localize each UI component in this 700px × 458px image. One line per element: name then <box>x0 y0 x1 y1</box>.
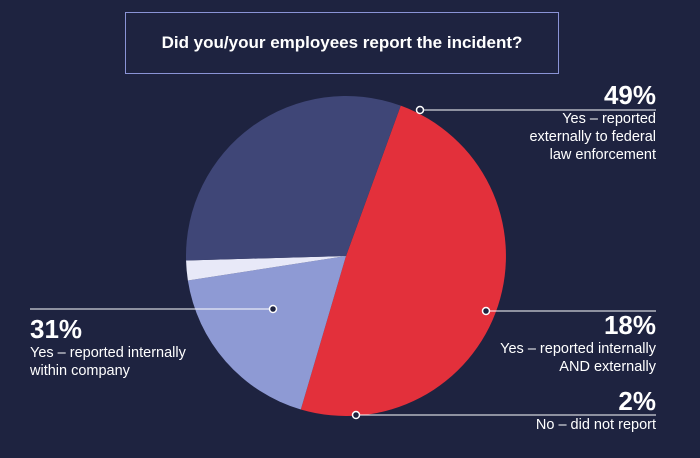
leader-dot-49 <box>415 105 425 115</box>
slice-desc-line: externally to federal <box>529 129 656 145</box>
label-internal: 31% Yes – reported internally within com… <box>30 314 186 380</box>
slice-desc-line: No – did not report <box>535 417 656 433</box>
slice-desc-line: Yes – reported internally <box>30 345 186 361</box>
slice-value-31: 31% <box>30 314 83 344</box>
leader-dot-2 <box>351 410 361 420</box>
pie-slice-31pct <box>185 96 401 261</box>
slice-desc-line: Yes – reported internally <box>500 341 656 357</box>
pie-slice-2pct <box>186 256 346 281</box>
slice-value-49: 49% <box>603 80 656 110</box>
chart-title-box: Did you/your employees report the incide… <box>125 12 559 74</box>
label-both: 18% Yes – reported internally AND extern… <box>500 310 656 376</box>
chart-title: Did you/your employees report the incide… <box>161 33 523 52</box>
leader-dot-31 <box>268 304 278 314</box>
label-external: 49% Yes – reported externally to federal… <box>529 80 656 164</box>
slice-desc-line: Yes – reported <box>562 111 656 127</box>
slice-desc-line: AND externally <box>559 359 656 375</box>
leader-dot-18 <box>481 306 491 316</box>
pie-slice-49pct <box>300 105 506 416</box>
slice-value-2: 2% <box>618 386 656 416</box>
slice-desc-line: law enforcement <box>549 147 656 163</box>
pie-slice-18pct <box>187 256 346 410</box>
label-no-report: 2% No – did not report <box>536 386 656 434</box>
slice-desc-line: within company <box>30 363 130 379</box>
slice-value-18: 18% <box>603 310 656 340</box>
